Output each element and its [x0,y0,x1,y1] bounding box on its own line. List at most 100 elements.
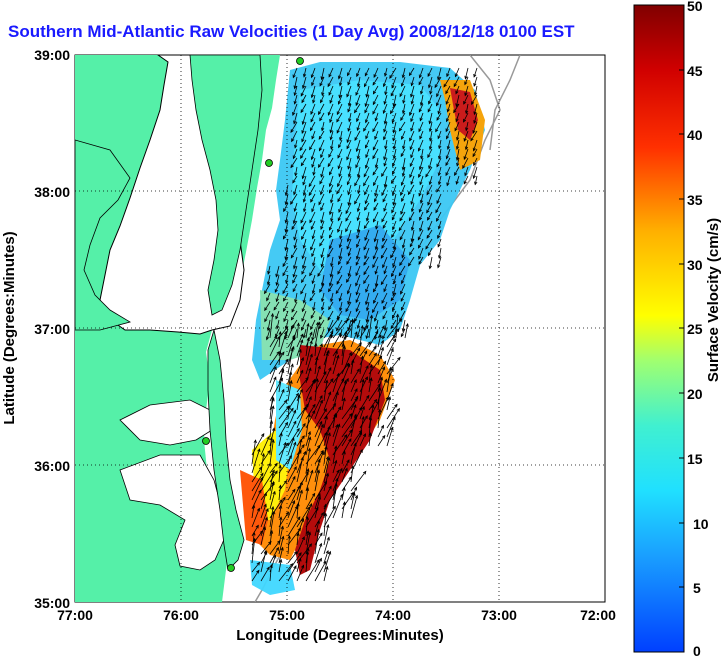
velocity-arrowhead [300,155,304,159]
velocity-arrow [368,405,374,429]
velocity-arrowhead [301,175,305,180]
velocity-arrow [473,67,478,78]
velocity-arrow [341,413,353,429]
velocity-arrow [427,211,433,221]
velocity-arrow [386,396,391,411]
velocity-arrowhead [427,154,431,159]
velocity-arrowhead [319,82,323,87]
velocity-arrowhead [384,91,388,96]
velocity-arrow [329,274,334,286]
velocity-arrowhead [289,563,294,567]
velocity-arrow [296,403,309,420]
velocity-arrowhead [258,466,263,471]
velocity-arrow [267,274,271,285]
velocity-arrowhead [391,216,395,221]
velocity-arrowhead [366,394,370,399]
velocity-arrow [368,383,381,402]
velocity-arrow [308,175,316,187]
velocity-arrowhead [392,335,397,340]
velocity-arrow [350,430,362,447]
velocity-arrowhead [302,422,306,427]
velocity-arrow [305,437,311,456]
velocity-arrowhead [391,307,396,312]
velocity-arrowhead [338,406,342,411]
velocity-arrow [359,341,371,357]
velocity-arrow [437,67,442,80]
velocity-arrowhead [473,162,477,167]
velocity-arrow [292,274,298,284]
velocity-arrow [293,211,298,224]
velocity-arrowhead [306,322,310,327]
velocity-arrowhead [293,245,297,250]
velocity-arrowhead [337,217,341,222]
velocity-arrow [302,112,307,125]
velocity-arrowhead [325,549,329,554]
velocity-arrowhead [284,219,288,224]
velocity-arrowhead [409,243,413,248]
velocity-arrowhead [372,90,377,95]
velocity-arrow [392,301,397,311]
velocity-arrow [294,76,298,89]
velocity-arrow [456,157,460,166]
velocity-arrowhead [410,118,414,123]
velocity-arrow [419,130,424,139]
velocity-arrow [330,292,334,302]
velocity-arrow [314,558,322,573]
velocity-arrow [323,380,328,402]
velocity-arrowhead [324,445,328,450]
velocity-arrow [278,331,287,357]
velocity-arrow [337,265,343,275]
velocity-arrowhead [318,201,322,206]
velocity-arrow [373,67,379,78]
velocity-arrow [419,67,424,78]
velocity-arrow [338,157,343,169]
velocity-arrowhead [346,139,350,144]
velocity-arrowhead [348,476,352,481]
velocity-arrow [401,247,406,258]
velocity-arrow [425,166,433,178]
velocity-arrow [305,354,313,375]
velocity-arrowhead [299,489,303,494]
velocity-arrowhead [364,350,368,355]
velocity-arrow [276,319,280,329]
velocity-arrowhead [361,415,365,420]
velocity-arrow [374,229,379,242]
velocity-arrow [383,148,388,160]
velocity-arrowhead [408,217,413,222]
velocity-arrowhead [355,282,359,287]
velocity-arrow [278,465,281,483]
velocity-arrowhead [300,219,304,224]
velocity-arrowhead [316,559,320,563]
velocity-arrowhead [284,247,288,252]
velocity-arrowhead [368,416,373,421]
velocity-arrow [336,103,343,115]
velocity-arrowhead [290,129,294,134]
velocity-arrowhead [339,307,343,312]
velocity-arrow [359,433,366,447]
velocity-arrowhead [356,244,360,248]
velocity-arrowhead [302,245,306,249]
velocity-arrow [314,481,327,501]
velocity-arrowhead [381,218,385,223]
velocity-arrow [438,175,442,185]
velocity-arrowhead [463,101,467,105]
velocity-arrow [418,238,424,249]
velocity-arrow [291,301,298,313]
velocity-arrow [473,166,478,179]
velocity-arrow [260,492,267,510]
velocity-arrow [305,516,308,537]
velocity-arrow [287,500,295,519]
velocity-arrowhead [271,405,275,410]
velocity-arrow [350,492,355,510]
velocity-arrowhead [345,377,349,382]
velocity-arrow [393,121,397,133]
velocity-arrowhead [463,156,467,161]
velocity-arrowhead [268,540,272,545]
velocity-arrowhead [380,346,384,351]
velocity-arrow [456,148,460,161]
velocity-arrowhead [327,425,331,430]
velocity-arrowhead [356,73,360,78]
velocity-arrowhead [276,335,280,340]
velocity-arrowhead [319,399,323,404]
velocity-arrowhead [363,182,367,187]
